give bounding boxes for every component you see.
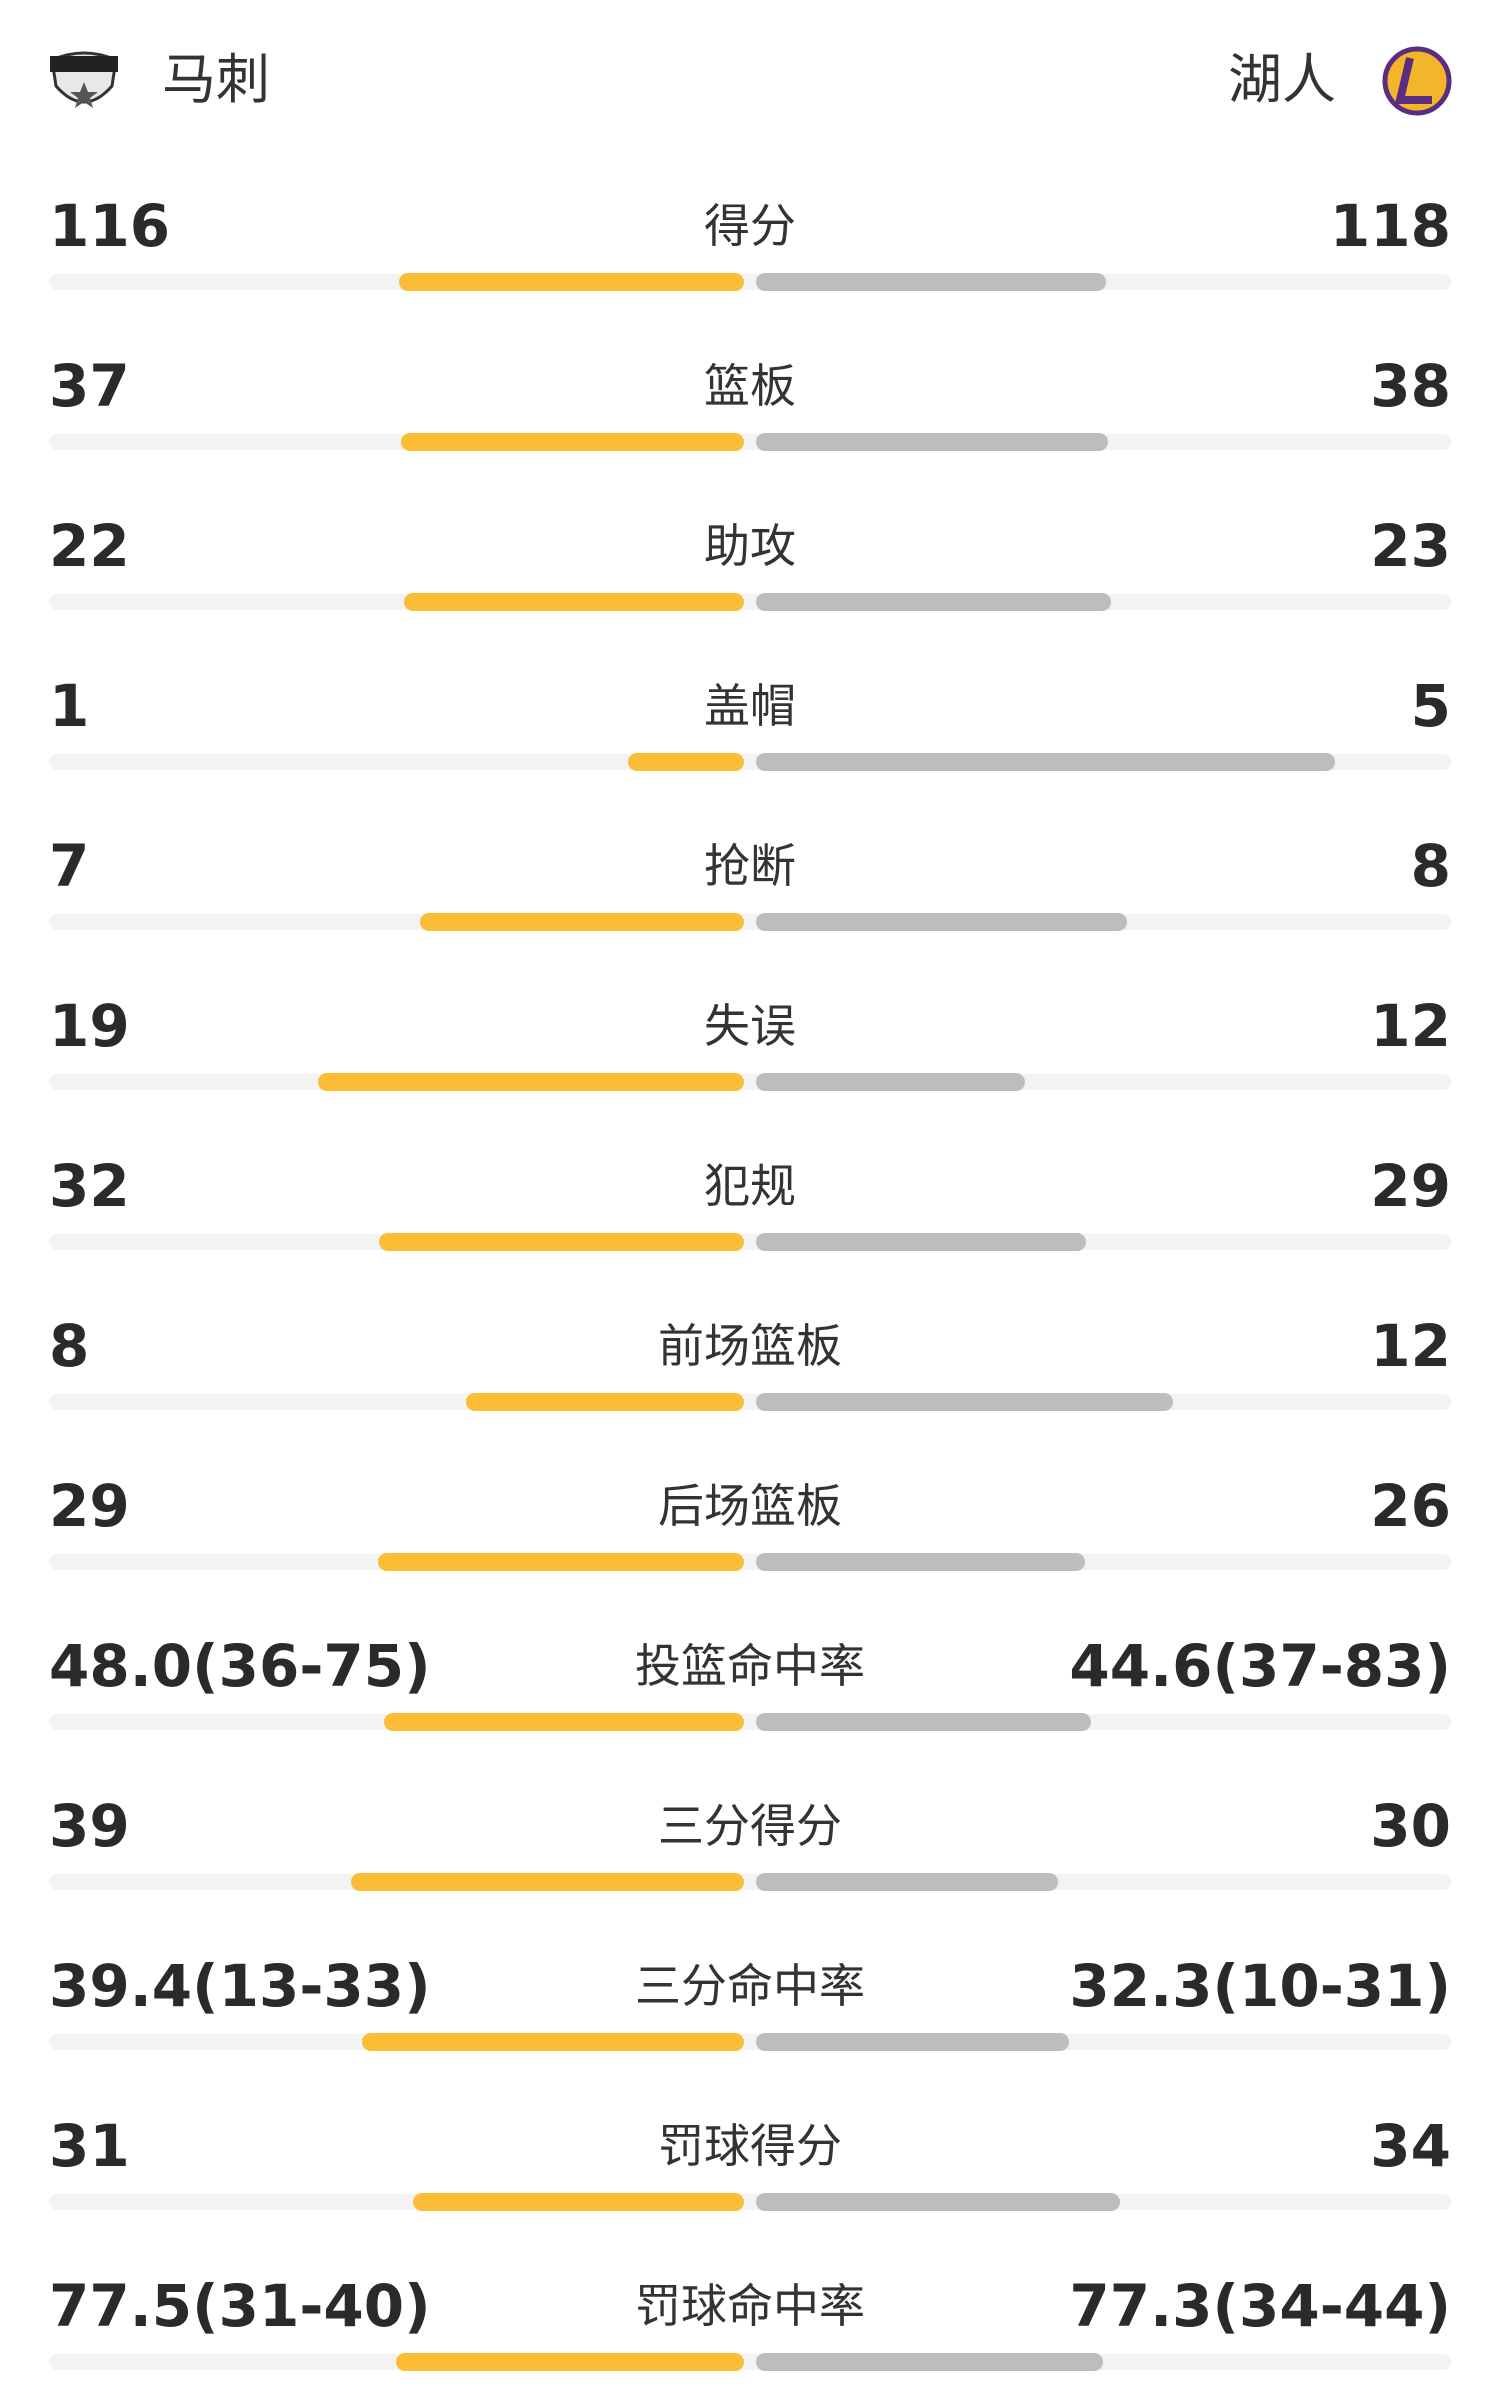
left-value: 37 (49, 352, 130, 420)
stat-label: 罚球得分 (658, 2119, 842, 2173)
away-bar (756, 2353, 1104, 2371)
left-value: 29 (49, 1472, 130, 1540)
home-bar (412, 2193, 744, 2211)
home-bar (396, 2353, 744, 2371)
left-value: 77.5(31-40) (49, 2272, 431, 2340)
stat-label: 后场篮板 (658, 1479, 842, 1533)
bar-track (49, 434, 1451, 450)
right-value: 12 (1370, 1312, 1451, 1380)
home-bar (401, 433, 744, 451)
away-bar (756, 753, 1336, 771)
bar-track (49, 594, 1451, 610)
right-value: 5 (1410, 672, 1451, 740)
away-team: 湖人 (1228, 48, 1336, 111)
left-value: 48.0(36-75) (49, 1632, 431, 1700)
bar-track (49, 1714, 1451, 1730)
home-bar (466, 1393, 744, 1411)
home-bar (318, 1073, 744, 1091)
left-value: 31 (49, 2112, 130, 2180)
stat-label: 抢断 (704, 839, 796, 893)
right-value: 118 (1329, 192, 1451, 260)
bar-track (49, 914, 1451, 930)
away-bar (756, 1553, 1085, 1571)
away-bar (756, 433, 1109, 451)
left-value: 22 (49, 512, 130, 580)
bar-track (49, 1554, 1451, 1570)
away-logo (1382, 46, 1452, 116)
left-value: 116 (49, 192, 171, 260)
home-bar (379, 1233, 744, 1251)
left-value: 1 (49, 672, 90, 740)
right-value: 34 (1370, 2112, 1451, 2180)
stat-label: 前场篮板 (658, 1319, 842, 1373)
home-bar (404, 593, 744, 611)
away-bar (756, 1073, 1026, 1091)
bar-track (49, 2354, 1451, 2370)
right-value: 32.3(10-31) (1069, 1952, 1451, 2020)
stat-label: 盖帽 (704, 679, 796, 733)
away-bar (756, 593, 1112, 611)
left-value: 19 (49, 992, 130, 1060)
home-team: 马刺 (162, 48, 270, 111)
home-bar (351, 1873, 744, 1891)
home-bar (383, 1713, 744, 1731)
stat-label: 得分 (704, 199, 796, 253)
away-bar (756, 2033, 1070, 2051)
away-bar (756, 1233, 1087, 1251)
home-bar (628, 753, 744, 771)
left-value: 39.4(13-33) (49, 1952, 431, 2020)
bar-track (49, 2194, 1451, 2210)
home-bar (377, 1553, 744, 1571)
bar-track (49, 1394, 1451, 1410)
stat-label: 失误 (704, 999, 796, 1053)
right-value: 12 (1370, 992, 1451, 1060)
away-bar (756, 273, 1107, 291)
stat-label: 罚球命中率 (635, 2279, 865, 2333)
stat-label: 三分命中率 (635, 1959, 865, 2013)
away-bar (756, 913, 1127, 931)
bar-track (49, 1074, 1451, 1090)
home-logo (50, 51, 118, 108)
bar-track (49, 274, 1451, 290)
stat-label: 三分得分 (658, 1799, 842, 1853)
right-value: 77.3(34-44) (1069, 2272, 1451, 2340)
left-value: 7 (49, 832, 90, 900)
stat-label: 犯规 (704, 1159, 796, 1213)
right-value: 44.6(37-83) (1069, 1632, 1451, 1700)
away-bar (756, 1393, 1173, 1411)
stat-label: 篮板 (704, 359, 796, 413)
stat-label: 助攻 (704, 519, 796, 573)
left-value: 39 (49, 1792, 130, 1860)
away-bar (756, 1713, 1091, 1731)
home-bar (419, 913, 744, 931)
right-value: 38 (1370, 352, 1451, 420)
bar-track (49, 1234, 1451, 1250)
home-bar (399, 273, 744, 291)
away-bar (756, 1873, 1059, 1891)
right-value: 26 (1370, 1472, 1451, 1540)
right-value: 30 (1370, 1792, 1451, 1860)
left-value: 8 (49, 1312, 90, 1380)
home-bar (362, 2033, 744, 2051)
bar-track (49, 1874, 1451, 1890)
bar-track (49, 2034, 1451, 2050)
right-value: 23 (1370, 512, 1451, 580)
away-bar (756, 2193, 1120, 2211)
right-value: 29 (1370, 1152, 1451, 1220)
stat-label: 投篮命中率 (635, 1639, 865, 1693)
left-value: 32 (49, 1152, 130, 1220)
right-value: 8 (1410, 832, 1451, 900)
